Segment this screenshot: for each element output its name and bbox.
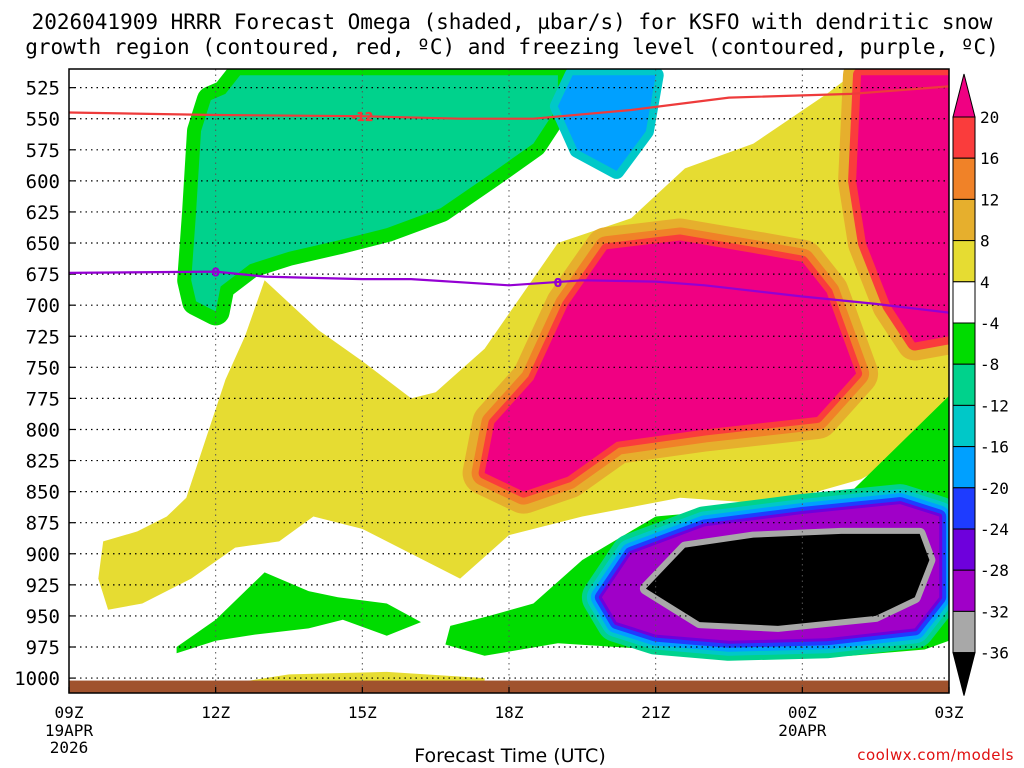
omega-shade-low-left-lt-minus4 [176, 572, 421, 654]
colorbar-label: 16 [980, 149, 999, 168]
y-tick-label: 950 [26, 606, 60, 628]
site-credit: coolwx.com/models [857, 746, 1014, 764]
plot-frame [68, 68, 950, 694]
contour-line [69, 270, 949, 314]
colorbar-label: 4 [980, 273, 990, 292]
contour-label: 0 [554, 276, 562, 290]
colorbar-label: 12 [980, 190, 999, 209]
contour-line [69, 85, 949, 120]
colorbar-label: 20 [980, 108, 999, 127]
omega-shade-upper-gt-20 [856, 75, 949, 343]
y-tick-label: 900 [26, 544, 60, 566]
contour-label: -12 [351, 110, 373, 124]
x-tick-sublabel: 20APR [778, 721, 827, 740]
y-tick-label: 875 [26, 513, 60, 535]
colorbar-label: -32 [980, 602, 1009, 621]
colorbar-segment [952, 446, 976, 489]
colorbar-label: -16 [980, 438, 1009, 457]
surface-band [69, 680, 949, 693]
colorbar-segment [952, 116, 976, 159]
y-tick-label: 550 [26, 109, 60, 131]
colorbar-segment [952, 281, 976, 324]
colorbar-segment [952, 198, 976, 242]
colorbar-segment [952, 404, 976, 448]
y-tick-label: 825 [26, 451, 60, 473]
x-tick-label: 03Z [935, 703, 964, 722]
y-tick-label: 625 [26, 202, 60, 224]
x-tick-label: 21Z [641, 703, 670, 722]
colorbar-label: -28 [980, 561, 1009, 580]
y-tick-label: 725 [26, 326, 60, 348]
colorbar-segment [952, 73, 976, 118]
x-tick-label: 18Z [495, 703, 524, 722]
chart-title-line-2: growth region (contoured, red, ºC) and f… [25, 35, 999, 59]
x-tick-label: 12Z [201, 703, 230, 722]
y-tick-label: 750 [26, 357, 60, 379]
x-tick-label: 00Z [788, 703, 817, 722]
y-tick-label: 600 [26, 171, 60, 193]
x-tick-label: 15Z [348, 703, 377, 722]
omega-shade-low-lt-minus36 [645, 533, 930, 626]
colorbar-segment [952, 652, 976, 696]
x-tick-sublabel: 19APR [45, 721, 94, 740]
colorbar-segment [952, 487, 976, 530]
chart-title-line-1: 2026041909 HRRR Forecast Omega (shaded, … [31, 10, 993, 34]
y-tick-label: 925 [26, 575, 60, 597]
x-tick-sublabel: 2026 [50, 738, 89, 757]
colorbar-segment [952, 528, 976, 571]
colorbar-segment [952, 240, 976, 283]
colorbar-segment [952, 569, 976, 612]
y-tick-label: 650 [26, 233, 60, 255]
y-tick-label: 675 [26, 264, 60, 286]
y-tick-label: 700 [26, 295, 60, 317]
y-tick-label: 525 [26, 78, 60, 100]
colorbar-label: 8 [980, 232, 990, 251]
colorbar-label: -20 [980, 479, 1009, 498]
x-tick-label: 09Z [55, 703, 84, 722]
omega-shade-gt-20 [484, 240, 857, 492]
y-tick-label: 775 [26, 388, 60, 410]
colorbar-segment [952, 610, 976, 654]
y-tick-label: 575 [26, 140, 60, 162]
colorbar-label: -12 [980, 396, 1009, 415]
colorbar-label: -24 [980, 520, 1009, 539]
contour-label: 0 [211, 266, 219, 280]
y-tick-label: 850 [26, 482, 60, 504]
x-axis-title: Forecast Time (UTC) [414, 745, 606, 767]
colorbar-label: -8 [980, 355, 999, 374]
omega-shade-upper-lt-minus8 [191, 75, 558, 312]
colorbar-segment [952, 363, 976, 406]
colorbar-segment [952, 322, 976, 365]
colorbar-label: -4 [980, 314, 999, 333]
colorbar-label: -36 [980, 644, 1009, 663]
y-tick-label: 1000 [14, 668, 60, 690]
omega-shade-gt-4 [98, 75, 949, 610]
colorbar-segment [952, 157, 976, 200]
y-tick-label: 975 [26, 637, 60, 659]
y-tick-label: 800 [26, 419, 60, 441]
omega-shade-upper-lt-minus16 [557, 75, 656, 171]
